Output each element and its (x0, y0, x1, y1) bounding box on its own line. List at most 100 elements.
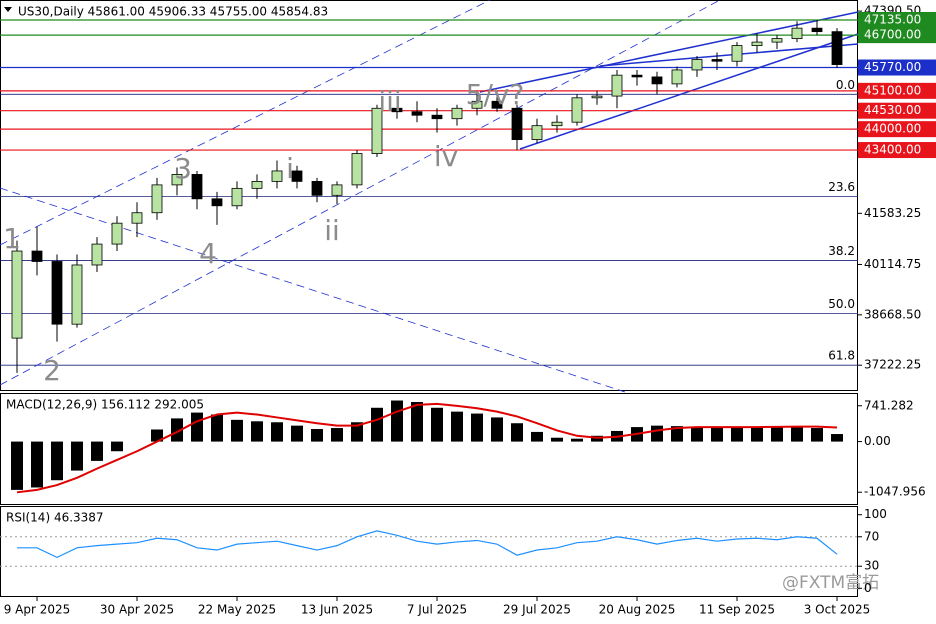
macd-bar (671, 426, 683, 442)
candle-body (231, 187, 243, 207)
trend-line (0, 0, 491, 246)
y-tick-label: 40114.75 (864, 257, 921, 271)
candle-body (371, 107, 383, 154)
trend-line (519, 33, 859, 150)
candle-body (71, 264, 83, 325)
macd-bar (351, 422, 363, 442)
macd-bar (771, 426, 783, 442)
macd-bar (71, 441, 83, 471)
y-tick-label: 100 (864, 507, 887, 521)
macd-bar (31, 441, 43, 488)
macd-bar (791, 427, 803, 442)
candle-body (431, 114, 443, 120)
fib-label: 0.0 (836, 78, 855, 92)
candle-body (471, 100, 483, 109)
level-label: 44530.00 (864, 103, 921, 117)
candle-body (671, 69, 683, 85)
candle-body (511, 107, 523, 141)
macd-bar (751, 426, 763, 442)
candle-body (611, 74, 623, 97)
candle-body (211, 198, 223, 207)
candle-body (571, 97, 583, 123)
macd-bar (511, 423, 523, 442)
candle-body (271, 170, 283, 182)
macd-bar (491, 417, 503, 442)
candle-body (491, 100, 503, 109)
macd-bar (251, 421, 263, 442)
signal-line (16, 402, 838, 494)
x-tick-label: 29 Jul 2025 (503, 603, 571, 617)
candle-body (251, 180, 263, 189)
wave-label: ii (324, 214, 340, 247)
macd-bar (811, 428, 823, 442)
macd-bar (711, 427, 723, 442)
level-label-box (858, 102, 936, 119)
macd-bar (571, 438, 583, 442)
main-panel (0, 0, 858, 391)
watermark: @FXTM富拓 (782, 573, 879, 593)
wave-label: 3 (174, 152, 192, 185)
candle-body (331, 184, 343, 196)
candle-body (51, 261, 63, 325)
y-tick-label: 70 (864, 529, 879, 543)
x-tick-label: 3 Oct 2025 (804, 603, 871, 617)
candle-body (731, 45, 743, 62)
y-tick-label: 741.282 (864, 398, 914, 412)
candle-body (111, 222, 123, 245)
candle-body (191, 174, 203, 200)
macd-bar (91, 441, 103, 461)
y-tick-label: 0 (864, 581, 872, 595)
x-tick-label: 7 Jul 2025 (407, 603, 467, 617)
candle-body (11, 250, 23, 339)
level-label: 45100.00 (864, 83, 921, 97)
macd-bar (311, 429, 323, 442)
macd-bar (211, 414, 223, 442)
fib-label: 50.0 (828, 297, 855, 311)
x-tick-label: 30 Apr 2025 (100, 603, 174, 617)
candle-body (311, 180, 323, 196)
y-tick-label: 30 (864, 559, 879, 573)
candle-body (691, 59, 703, 71)
macd-bar (271, 422, 283, 442)
candle-body (411, 111, 423, 116)
wave-label: 2 (43, 354, 61, 387)
rsi-panel (0, 506, 858, 597)
macd-bar (111, 441, 123, 452)
level-label: 47135.00 (864, 12, 921, 26)
level-label: 45770.00 (864, 60, 921, 74)
y-tick-label: 38668.50 (864, 307, 921, 321)
level-label-box (858, 59, 936, 76)
level-label-box (858, 82, 936, 99)
x-tick-label: 13 Jun 2025 (301, 603, 373, 617)
candle-body (791, 27, 803, 40)
candle-body (351, 153, 363, 186)
macd-bar (551, 437, 563, 442)
candle-body (751, 41, 763, 46)
x-tick-label: 9 Apr 2025 (4, 603, 71, 617)
wave-label: 4 (199, 237, 217, 270)
level-label: 44000.00 (864, 122, 921, 136)
rsi-line (17, 530, 838, 559)
macd-bar (391, 400, 403, 442)
candle-body (831, 31, 843, 65)
fib-label: 38.2 (828, 244, 855, 258)
level-label: 43400.00 (864, 143, 921, 157)
menu-arrow (4, 7, 12, 12)
candle-body (771, 38, 783, 43)
trend-line (0, 187, 626, 393)
macd-bar (651, 425, 663, 442)
macd-panel (0, 393, 858, 505)
candle-body (291, 170, 303, 182)
candle-body (91, 243, 103, 266)
macd-bar (151, 429, 163, 442)
chart-title: US30,Daily 45861.00 45906.33 45755.00 45… (18, 5, 328, 19)
candle-body (531, 125, 543, 141)
macd-title: MACD(12,26,9) 156.112 292.005 (6, 398, 204, 412)
candle-body (551, 121, 563, 127)
macd-bar (331, 428, 343, 442)
candle-body (711, 59, 723, 62)
candle-body (591, 95, 603, 99)
trend-line (599, 43, 859, 67)
